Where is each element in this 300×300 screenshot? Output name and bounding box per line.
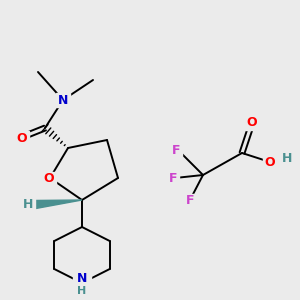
Text: H: H bbox=[282, 152, 292, 164]
Text: F: F bbox=[186, 194, 194, 206]
Bar bbox=[56, 93, 70, 107]
Bar bbox=[42, 172, 56, 186]
Text: N: N bbox=[58, 94, 68, 106]
Text: O: O bbox=[44, 172, 54, 185]
Bar bbox=[263, 155, 277, 169]
Text: F: F bbox=[172, 143, 180, 157]
Bar bbox=[21, 198, 35, 212]
Text: O: O bbox=[247, 116, 257, 130]
Bar bbox=[184, 194, 196, 206]
Bar bbox=[73, 271, 91, 291]
Bar bbox=[170, 144, 182, 156]
Text: N: N bbox=[77, 272, 87, 286]
Text: H: H bbox=[23, 199, 33, 212]
Bar bbox=[167, 172, 179, 184]
Text: O: O bbox=[17, 131, 27, 145]
Text: H: H bbox=[77, 286, 87, 296]
Text: O: O bbox=[265, 155, 275, 169]
Bar bbox=[280, 152, 294, 164]
Bar bbox=[245, 116, 259, 130]
Polygon shape bbox=[30, 200, 82, 209]
Bar bbox=[15, 131, 29, 145]
Text: F: F bbox=[169, 172, 177, 184]
